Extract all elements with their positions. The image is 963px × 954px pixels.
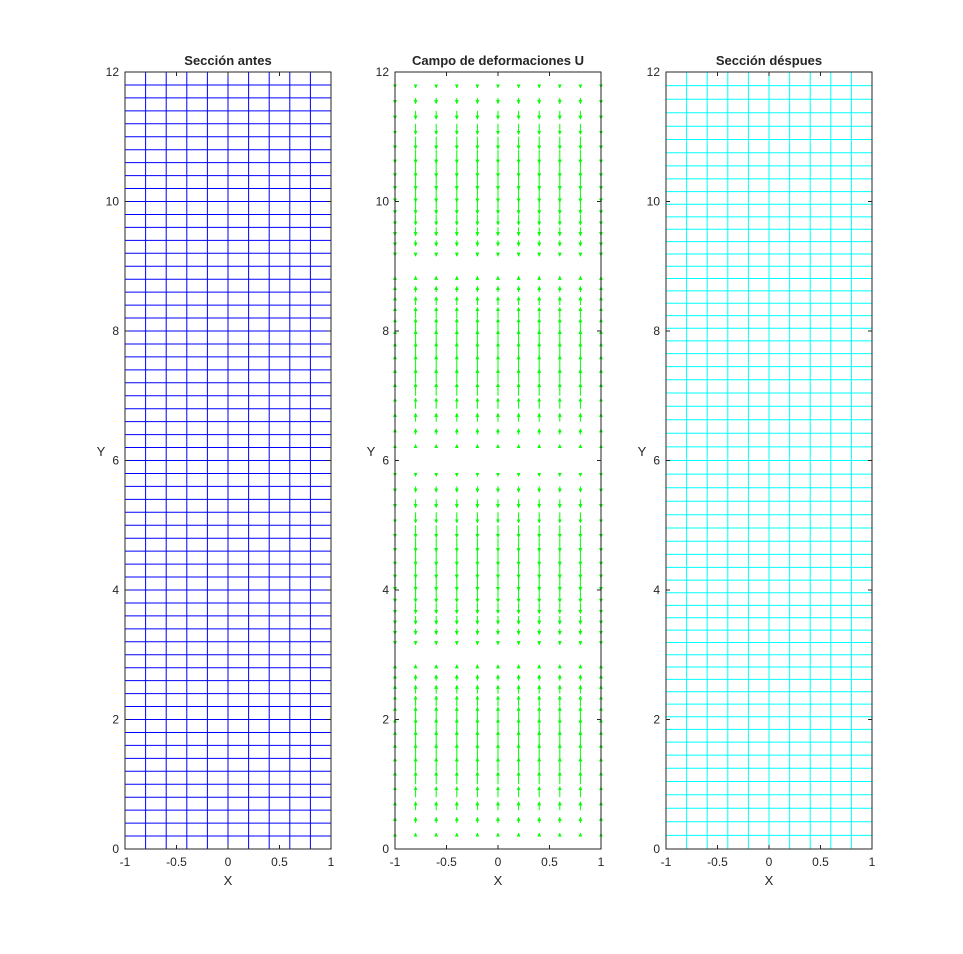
x-tick-label: 0.5 xyxy=(271,855,288,869)
y-tick-label: 2 xyxy=(653,713,660,727)
y-tick-label: 8 xyxy=(112,324,119,338)
y-tick-label: 8 xyxy=(653,324,660,338)
y-tick-label: 4 xyxy=(653,583,660,597)
y-tick-label: 12 xyxy=(106,65,120,79)
y-tick-label: 6 xyxy=(653,454,660,468)
x-tick-label: 1 xyxy=(328,855,335,869)
x-tick-label: -1 xyxy=(120,855,131,869)
y-axis-label: Y xyxy=(638,444,647,459)
y-tick-label: 10 xyxy=(647,195,661,209)
y-tick-label: 12 xyxy=(376,65,390,79)
x-axis-label: X xyxy=(224,873,233,888)
y-tick-label: 0 xyxy=(653,842,660,856)
x-axis-label: X xyxy=(765,873,774,888)
y-tick-label: 4 xyxy=(382,583,389,597)
y-tick-label: 6 xyxy=(382,454,389,468)
chart-panel-displacement: Campo de deformaciones U -1 -0.5 0 0.5 10246… xyxy=(367,53,605,888)
y-tick-label: 2 xyxy=(382,713,389,727)
chart-title: Campo de deformaciones U xyxy=(412,53,584,68)
y-axis-label: Y xyxy=(97,444,106,459)
chart-title: Sección antes xyxy=(184,53,271,68)
y-tick-label: 12 xyxy=(647,65,661,79)
x-tick-label: -0.5 xyxy=(166,855,187,869)
x-axis-label: X xyxy=(494,873,503,888)
y-tick-label: 4 xyxy=(112,583,119,597)
y-tick-label: 0 xyxy=(112,842,119,856)
y-tick-label: 10 xyxy=(106,195,120,209)
x-tick-label: 0 xyxy=(766,855,773,869)
x-tick-label: 0 xyxy=(495,855,502,869)
x-tick-label: 0.5 xyxy=(812,855,829,869)
y-tick-label: 2 xyxy=(112,713,119,727)
y-axis-label: Y xyxy=(367,444,376,459)
y-tick-label: 6 xyxy=(112,454,119,468)
x-tick-label: 0.5 xyxy=(541,855,558,869)
y-tick-label: 0 xyxy=(382,842,389,856)
x-tick-label: 0 xyxy=(225,855,232,869)
x-tick-label: -1 xyxy=(390,855,401,869)
y-tick-label: 8 xyxy=(382,324,389,338)
x-tick-label: 1 xyxy=(869,855,876,869)
chart-title: Sección déspues xyxy=(716,53,822,68)
x-tick-label: -1 xyxy=(661,855,672,869)
x-tick-label: 1 xyxy=(598,855,605,869)
x-tick-label: -0.5 xyxy=(436,855,457,869)
x-tick-label: -0.5 xyxy=(707,855,728,869)
y-tick-label: 10 xyxy=(376,195,390,209)
mesh-lines xyxy=(124,71,332,850)
